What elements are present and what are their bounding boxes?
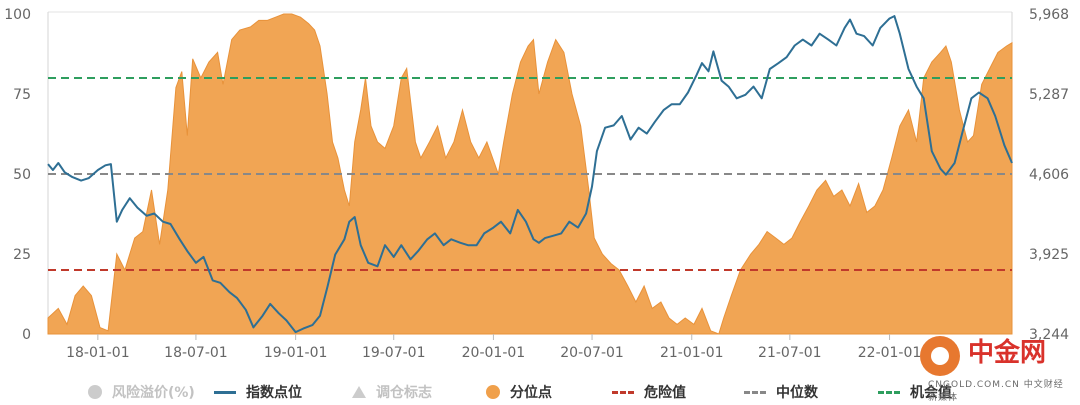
x-axis-tick-label: 18-01-01 xyxy=(66,345,130,361)
line-icon xyxy=(214,390,236,394)
legend-item-opportunity-value[interactable]: 机会值 xyxy=(878,380,952,404)
index-line xyxy=(47,15,1013,334)
legend-label: 指数点位 xyxy=(246,385,302,401)
right-axis-ticks: 5,968 5,287 4,606 3,925 3,244 xyxy=(1029,7,1069,343)
legend-label: 中位数 xyxy=(776,385,818,401)
triangle-icon xyxy=(352,386,366,398)
left-axis-ticks: 100 75 50 25 0 xyxy=(4,7,31,343)
legend-label: 分位点 xyxy=(510,385,552,401)
left-axis-tick-label: 50 xyxy=(13,167,31,183)
x-axis-tick-label: 19-01-01 xyxy=(264,345,328,361)
x-axis-tick-label: 21-07-01 xyxy=(758,345,822,361)
x-axis-ticks: 18-01-01 18-07-01 19-01-01 19-07-01 20-01-01… xyxy=(66,334,921,361)
x-axis-tick-label: 19-07-01 xyxy=(362,345,426,361)
watermark-logo: 中金网 CNGOLD.COM.CN 中文财经新媒体 xyxy=(920,332,1070,403)
legend-label: 危险值 xyxy=(644,385,686,401)
x-axis-tick-label: 22-01-01 xyxy=(858,345,922,361)
dashed-line-icon xyxy=(878,390,900,394)
dot-icon xyxy=(88,385,102,399)
left-axis-tick-label: 75 xyxy=(13,87,31,103)
watermark-title: 中金网 xyxy=(968,338,1047,368)
x-axis-tick-label: 18-07-01 xyxy=(164,345,228,361)
watermark-subtitle: CNGOLD.COM.CN 中文财经新媒体 xyxy=(928,380,1064,403)
legend-item-median[interactable]: 中位数 xyxy=(744,380,818,404)
right-axis-tick-label: 4,606 xyxy=(1029,167,1069,183)
dashed-line-icon xyxy=(744,390,766,394)
left-axis-tick-label: 0 xyxy=(22,327,31,343)
dot-icon xyxy=(486,385,500,399)
legend-item-risk-premium[interactable]: 风险溢价(%) xyxy=(88,380,195,404)
left-axis-tick-label: 100 xyxy=(4,7,31,23)
x-axis-tick-label: 21-01-01 xyxy=(660,345,724,361)
right-axis-tick-label: 3,925 xyxy=(1029,247,1069,263)
x-axis-tick-label: 20-01-01 xyxy=(462,345,526,361)
right-axis-tick-label: 5,968 xyxy=(1029,7,1069,23)
legend-label: 调仓标志 xyxy=(376,385,432,401)
dashed-line-icon xyxy=(612,390,634,394)
right-axis-tick-label: 3,244 xyxy=(1029,327,1069,343)
left-axis-tick-label: 25 xyxy=(13,247,31,263)
legend-label: 风险溢价(%) xyxy=(112,385,195,401)
legend-item-rebalance-mark[interactable]: 调仓标志 xyxy=(352,380,432,404)
legend-item-danger-value[interactable]: 危险值 xyxy=(612,380,686,404)
right-axis-tick-label: 5,287 xyxy=(1029,87,1069,103)
brand-logo-icon xyxy=(920,336,960,376)
legend-item-index-level[interactable]: 指数点位 xyxy=(214,380,302,404)
legend-label: 机会值 xyxy=(910,385,952,401)
legend: 风险溢价(%) 指数点位 调仓标志 分位点 危险值 中位数 机会值 xyxy=(0,380,1080,404)
legend-item-percentile[interactable]: 分位点 xyxy=(486,380,552,404)
x-axis-tick-label: 20-07-01 xyxy=(560,345,624,361)
